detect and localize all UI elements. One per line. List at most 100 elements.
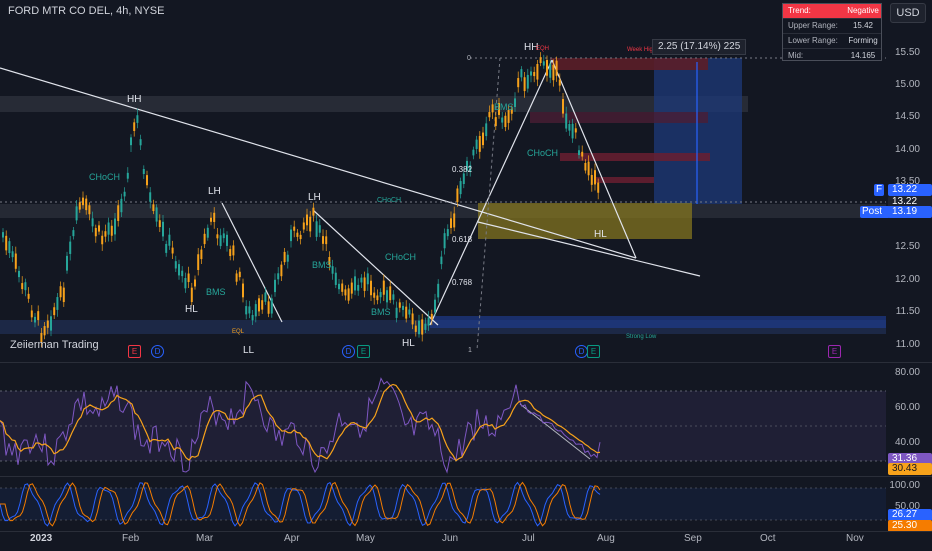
time-label: Jul xyxy=(522,533,535,544)
earnings-event-icon[interactable]: E xyxy=(587,345,600,358)
candle xyxy=(236,273,238,281)
candle xyxy=(5,236,7,251)
candle xyxy=(402,306,404,310)
rsi-axis-label[interactable]: 40.00 xyxy=(895,437,920,449)
rsi-axis-label[interactable]: 80.00 xyxy=(895,367,920,379)
candle xyxy=(28,294,30,299)
rsi-pane[interactable] xyxy=(0,364,886,474)
candle xyxy=(175,261,177,268)
candle xyxy=(332,266,334,274)
candle xyxy=(364,277,366,290)
candle xyxy=(360,278,362,283)
time-label: Mar xyxy=(196,533,213,544)
price-label[interactable]: 11.50 xyxy=(896,306,920,318)
time-label: Oct xyxy=(760,533,776,544)
candle xyxy=(82,198,84,206)
dividend-event-icon[interactable]: D xyxy=(342,345,355,358)
candle xyxy=(293,227,295,231)
rsi-ma-value-tag: 30.43 xyxy=(888,463,932,475)
earnings-event-icon[interactable]: E xyxy=(128,345,141,358)
candle xyxy=(152,204,154,211)
candle xyxy=(149,192,151,201)
candle xyxy=(200,250,202,260)
pane-separator[interactable] xyxy=(0,362,932,363)
label-fib-0618: 0.618 xyxy=(452,235,473,244)
earnings-event-icon[interactable]: E xyxy=(357,345,370,358)
candle xyxy=(101,236,103,245)
candle xyxy=(568,124,570,131)
candle xyxy=(216,234,218,238)
earnings-event-icon[interactable]: E xyxy=(828,345,841,358)
candle xyxy=(120,199,122,212)
candle xyxy=(140,139,142,145)
candle xyxy=(50,316,52,330)
candle xyxy=(412,313,414,324)
candle xyxy=(156,207,158,221)
candle xyxy=(165,244,167,253)
candle xyxy=(287,255,289,262)
price-label[interactable]: 12.00 xyxy=(895,274,920,286)
price-label[interactable]: 15.50 xyxy=(895,47,920,59)
candle xyxy=(408,310,410,315)
pane-separator[interactable] xyxy=(0,476,932,477)
candle xyxy=(581,152,583,157)
candle xyxy=(584,163,586,171)
candle xyxy=(108,223,110,235)
candle xyxy=(540,57,542,63)
candle xyxy=(245,306,247,314)
candle xyxy=(280,265,282,277)
candle xyxy=(440,257,442,265)
candle xyxy=(21,283,23,289)
label-choch1: CHoCH xyxy=(89,172,120,182)
candle xyxy=(450,218,452,228)
f-price-tag: 13.22 xyxy=(888,184,932,196)
candle xyxy=(159,220,161,227)
candle xyxy=(319,225,321,233)
price-label[interactable]: 14.00 xyxy=(895,144,920,156)
candle xyxy=(386,290,388,302)
candle xyxy=(56,297,58,310)
price-label[interactable]: 15.00 xyxy=(895,79,920,91)
candle xyxy=(325,236,327,244)
candle xyxy=(242,284,244,298)
stoch-pane[interactable] xyxy=(0,478,886,530)
label-choch2: CHoCH xyxy=(385,252,416,262)
candle xyxy=(146,175,148,185)
candle xyxy=(405,307,407,319)
label-hl2: HL xyxy=(402,338,415,349)
stoch-axis-label[interactable]: 100.00 xyxy=(889,480,920,492)
candle xyxy=(351,283,353,294)
candle xyxy=(447,229,449,236)
time-axis[interactable] xyxy=(0,531,932,551)
candle xyxy=(309,217,311,232)
candle xyxy=(559,80,561,86)
time-label: Sep xyxy=(684,533,702,544)
candle xyxy=(127,173,129,179)
mid-key: Mid: xyxy=(783,49,845,63)
rsi-axis-label[interactable]: 60.00 xyxy=(895,402,920,414)
label-eql: EQL xyxy=(232,329,245,335)
candle xyxy=(284,252,286,262)
dividend-event-icon[interactable]: D xyxy=(151,345,164,358)
candle xyxy=(300,235,302,239)
brand-watermark: Zeiierman Trading xyxy=(10,339,99,351)
candle xyxy=(104,231,106,236)
price-chart[interactable]: HH HH LH LH HL HL HL LL CHoCH CHoCH CHoC… xyxy=(0,0,886,360)
price-label[interactable]: 14.50 xyxy=(895,111,920,123)
candle xyxy=(255,304,257,316)
candle xyxy=(367,273,369,284)
candle xyxy=(536,64,538,80)
lower-range-key: Lower Range: xyxy=(783,34,845,48)
price-label[interactable]: 11.00 xyxy=(896,339,920,351)
candle xyxy=(204,234,206,244)
currency-button[interactable]: USD xyxy=(890,3,926,23)
candle xyxy=(456,188,458,201)
candle xyxy=(248,306,250,313)
candle xyxy=(399,302,401,307)
label-ll: LL xyxy=(243,345,255,356)
candle xyxy=(389,286,391,300)
price-label[interactable]: 12.50 xyxy=(895,241,920,253)
candle xyxy=(316,221,318,237)
candle xyxy=(508,110,510,123)
fvg-zone-1 xyxy=(550,58,708,70)
